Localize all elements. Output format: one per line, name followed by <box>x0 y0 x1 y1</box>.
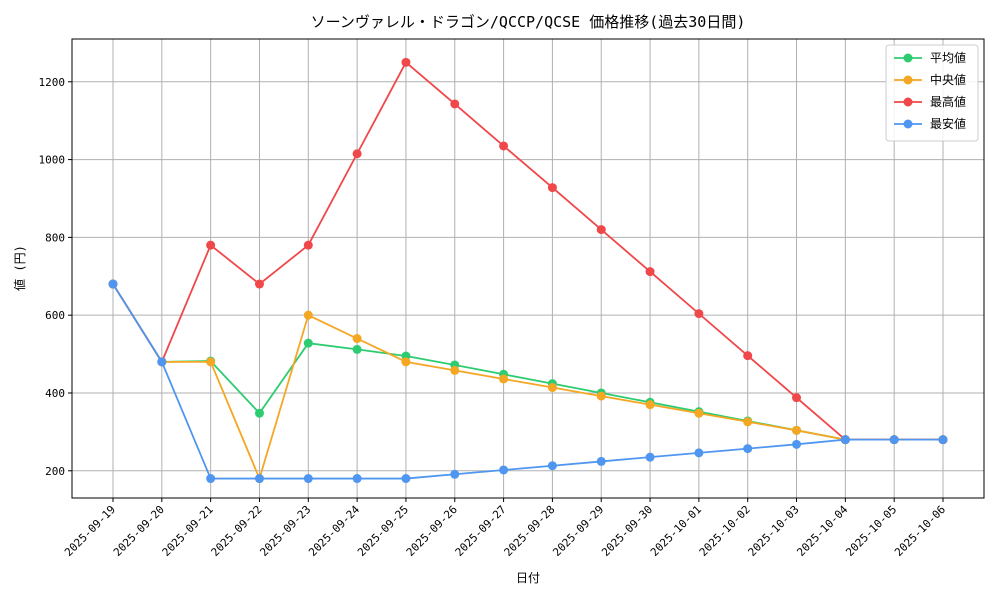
data-point <box>694 309 704 319</box>
y-axis-ticks: 200 400 600 800 1000 1200 <box>39 76 72 478</box>
legend-marker <box>903 75 913 85</box>
data-point <box>743 444 753 454</box>
data-point <box>157 357 167 367</box>
data-point <box>206 240 216 250</box>
data-point <box>499 141 509 151</box>
data-point <box>206 357 216 367</box>
data-point <box>401 57 411 67</box>
data-point <box>303 338 313 348</box>
legend-marker <box>903 97 913 107</box>
data-point <box>889 435 899 445</box>
data-point <box>547 461 557 471</box>
legend-item: 最安値 <box>894 116 966 131</box>
series-line <box>112 61 943 441</box>
data-point <box>303 240 313 250</box>
legend-box <box>885 44 979 142</box>
data-point <box>840 435 850 445</box>
data-point <box>645 452 655 462</box>
series-lines <box>108 57 948 484</box>
data-point <box>206 474 216 484</box>
legend-label: 中央値 <box>930 72 966 87</box>
data-point <box>352 149 362 159</box>
data-point <box>645 400 655 410</box>
data-point <box>303 310 313 320</box>
data-point <box>499 465 509 475</box>
y-axis-label: 値 (円) <box>12 245 27 291</box>
data-point <box>450 469 460 479</box>
data-point <box>645 267 655 277</box>
data-point <box>352 334 362 344</box>
legend-label: 最高値 <box>930 94 966 109</box>
data-point <box>254 408 264 418</box>
series-line <box>112 283 943 480</box>
data-point <box>352 474 362 484</box>
data-point <box>743 417 753 427</box>
legend-marker <box>903 53 913 63</box>
data-point <box>401 474 411 484</box>
x-tick-label: 2025-09-21 <box>160 503 216 559</box>
series-2 <box>108 279 948 484</box>
y-tick-label: 200 <box>45 465 65 478</box>
data-point <box>450 99 460 109</box>
x-tick-label: 2025-09-20 <box>111 503 167 559</box>
data-point <box>938 435 948 445</box>
legend-label: 最安値 <box>930 116 966 131</box>
plot-area-frame <box>71 38 985 499</box>
data-point <box>743 351 753 361</box>
x-tick-label: 2025-10-02 <box>697 503 753 559</box>
grid-lines <box>72 39 984 498</box>
x-axis-ticks: 2025-09-192025-09-202025-09-212025-09-22… <box>62 498 948 559</box>
data-point <box>547 383 557 393</box>
x-tick-label: 2025-09-29 <box>550 503 606 559</box>
legend-item: 最高値 <box>894 94 966 109</box>
series-line <box>112 283 943 480</box>
x-tick-label: 2025-09-23 <box>257 503 313 559</box>
x-tick-label: 2025-09-30 <box>599 503 655 559</box>
x-tick-label: 2025-09-27 <box>453 503 509 559</box>
x-tick-label: 2025-09-25 <box>355 503 411 559</box>
data-point <box>450 365 460 375</box>
x-tick-label: 2025-10-06 <box>892 503 948 559</box>
x-axis-label: 日付 <box>516 571 540 585</box>
chart-title: ソーンヴァレル・ドラゴン/QCCP/QCSE 価格推移(過去30日間) <box>311 13 746 31</box>
data-point <box>352 344 362 354</box>
x-tick-label: 2025-09-28 <box>502 503 558 559</box>
data-point <box>303 474 313 484</box>
data-point <box>254 279 264 289</box>
data-point <box>596 225 606 235</box>
data-point <box>596 391 606 401</box>
x-tick-label: 2025-09-26 <box>404 503 460 559</box>
data-point <box>792 425 802 435</box>
legend-label: 平均値 <box>930 50 966 65</box>
x-tick-label: 2025-09-19 <box>62 503 118 559</box>
data-point <box>108 279 118 289</box>
data-point <box>499 374 509 384</box>
y-tick-label: 600 <box>45 309 65 322</box>
data-point <box>254 474 264 484</box>
data-point <box>596 456 606 466</box>
data-point <box>694 408 704 418</box>
y-tick-label: 1200 <box>39 76 66 89</box>
y-tick-label: 800 <box>45 231 65 244</box>
x-tick-label: 2025-10-03 <box>746 503 802 559</box>
legend-item: 平均値 <box>894 50 966 65</box>
data-point <box>792 393 802 403</box>
x-tick-label: 2025-10-04 <box>794 503 850 559</box>
y-tick-label: 1000 <box>39 154 66 167</box>
x-tick-label: 2025-10-01 <box>648 503 704 559</box>
x-tick-label: 2025-09-24 <box>306 503 362 559</box>
data-point <box>694 448 704 458</box>
y-tick-label: 400 <box>45 387 65 400</box>
data-point <box>547 183 557 193</box>
x-tick-label: 2025-09-22 <box>209 503 265 559</box>
series-4 <box>108 279 948 484</box>
legend-item: 中央値 <box>894 72 966 87</box>
data-point <box>792 439 802 449</box>
legend-marker <box>903 119 913 129</box>
x-tick-label: 2025-10-05 <box>843 503 899 559</box>
data-point <box>401 357 411 367</box>
